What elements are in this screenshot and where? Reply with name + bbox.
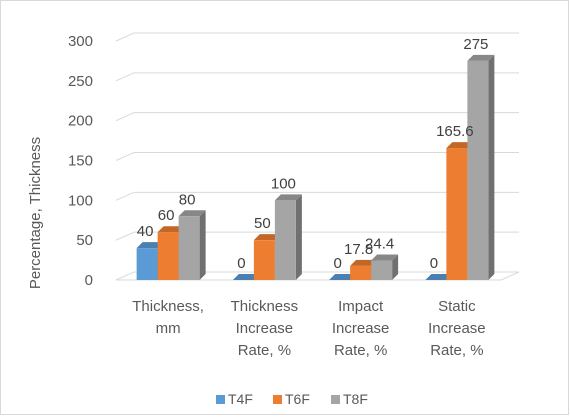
x-tick-label: Rate, % (238, 342, 291, 359)
legend-label: T4F (228, 391, 253, 407)
data-label: 0 (430, 255, 438, 272)
data-label: 60 (158, 207, 175, 224)
data-label: 0 (237, 255, 245, 272)
legend-swatch (331, 395, 340, 404)
gridline (115, 231, 519, 241)
bar-t8f (274, 194, 302, 280)
gridline (115, 112, 519, 122)
bar-t8f (178, 210, 206, 280)
y-tick-label: 0 (85, 272, 93, 289)
y-tick-label: 50 (76, 232, 93, 249)
data-label: 80 (179, 191, 196, 208)
bar-t8f (371, 254, 399, 280)
floor-edge (500, 271, 520, 281)
gridlines (115, 32, 520, 281)
data-label: 40 (137, 223, 154, 240)
y-tick-label: 300 (68, 33, 93, 50)
y-axis-title: Percentage, Thickness (27, 137, 44, 289)
bar-t4f (425, 274, 453, 280)
x-axis-categories: Thickness, mm Thickness Increase Rate, % Impa… (132, 298, 485, 359)
legend-swatch (216, 395, 225, 404)
bars (136, 54, 495, 280)
x-tick-label: Increase (332, 320, 390, 337)
gridline (115, 72, 519, 82)
data-label: 24.4 (365, 236, 394, 253)
y-tick-label: 100 (68, 192, 93, 209)
x-tick-label: Impact (338, 298, 384, 315)
y-axis-ticks: 0 50 100 150 200 250 300 (68, 33, 93, 289)
legend-label: T6F (285, 391, 310, 407)
bar-t4f (329, 274, 357, 280)
x-tick-label: Rate, % (334, 342, 387, 359)
gridline (115, 32, 519, 42)
x-tick-label: Thickness, (132, 298, 204, 315)
data-label: 0 (333, 255, 341, 272)
data-label: 17.8 (344, 241, 373, 258)
x-tick-label: mm (156, 320, 181, 337)
gridline (115, 152, 519, 161)
data-label: 100 (271, 175, 296, 192)
bar-t8f (467, 54, 495, 280)
bar-t4f (232, 274, 260, 280)
x-tick-label: Static (438, 298, 476, 315)
legend: T4F T6F T8F (216, 391, 368, 407)
y-tick-label: 150 (68, 153, 93, 170)
x-tick-label: Increase (428, 320, 486, 337)
x-tick-label: Rate, % (430, 342, 483, 359)
y-tick-label: 200 (68, 113, 93, 130)
legend-swatch (273, 395, 282, 404)
y-tick-label: 250 (68, 73, 93, 90)
data-label: 165.6 (436, 123, 474, 140)
data-label: 275 (463, 36, 488, 53)
x-tick-label: Thickness (231, 298, 299, 315)
gridline (115, 191, 519, 201)
legend-label: T8F (343, 391, 368, 407)
x-tick-label: Increase (236, 320, 294, 337)
data-label: 50 (254, 215, 271, 232)
